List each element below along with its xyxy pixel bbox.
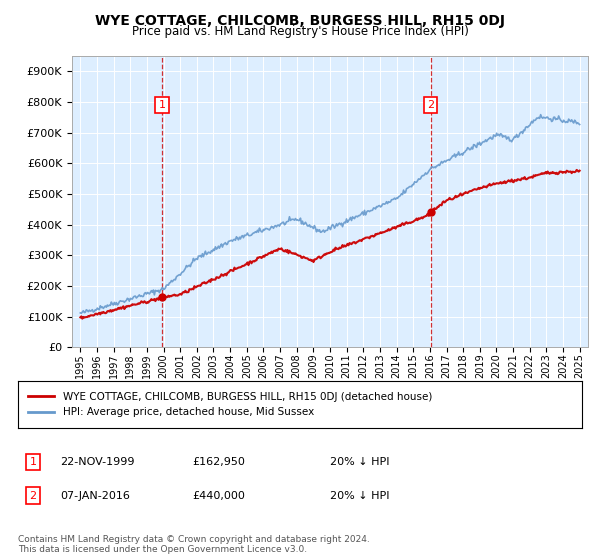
- Text: 2: 2: [427, 100, 434, 110]
- Legend: WYE COTTAGE, CHILCOMB, BURGESS HILL, RH15 0DJ (detached house), HPI: Average pri: WYE COTTAGE, CHILCOMB, BURGESS HILL, RH1…: [23, 387, 437, 422]
- Text: Price paid vs. HM Land Registry's House Price Index (HPI): Price paid vs. HM Land Registry's House …: [131, 25, 469, 38]
- Text: £440,000: £440,000: [192, 491, 245, 501]
- Text: 20% ↓ HPI: 20% ↓ HPI: [330, 457, 389, 467]
- Text: 2: 2: [29, 491, 37, 501]
- Text: WYE COTTAGE, CHILCOMB, BURGESS HILL, RH15 0DJ: WYE COTTAGE, CHILCOMB, BURGESS HILL, RH1…: [95, 14, 505, 28]
- Text: £162,950: £162,950: [192, 457, 245, 467]
- Text: 1: 1: [158, 100, 166, 110]
- Text: 1: 1: [29, 457, 37, 467]
- Text: 22-NOV-1999: 22-NOV-1999: [60, 457, 134, 467]
- Text: Contains HM Land Registry data © Crown copyright and database right 2024.
This d: Contains HM Land Registry data © Crown c…: [18, 535, 370, 554]
- Text: 20% ↓ HPI: 20% ↓ HPI: [330, 491, 389, 501]
- Text: 07-JAN-2016: 07-JAN-2016: [60, 491, 130, 501]
